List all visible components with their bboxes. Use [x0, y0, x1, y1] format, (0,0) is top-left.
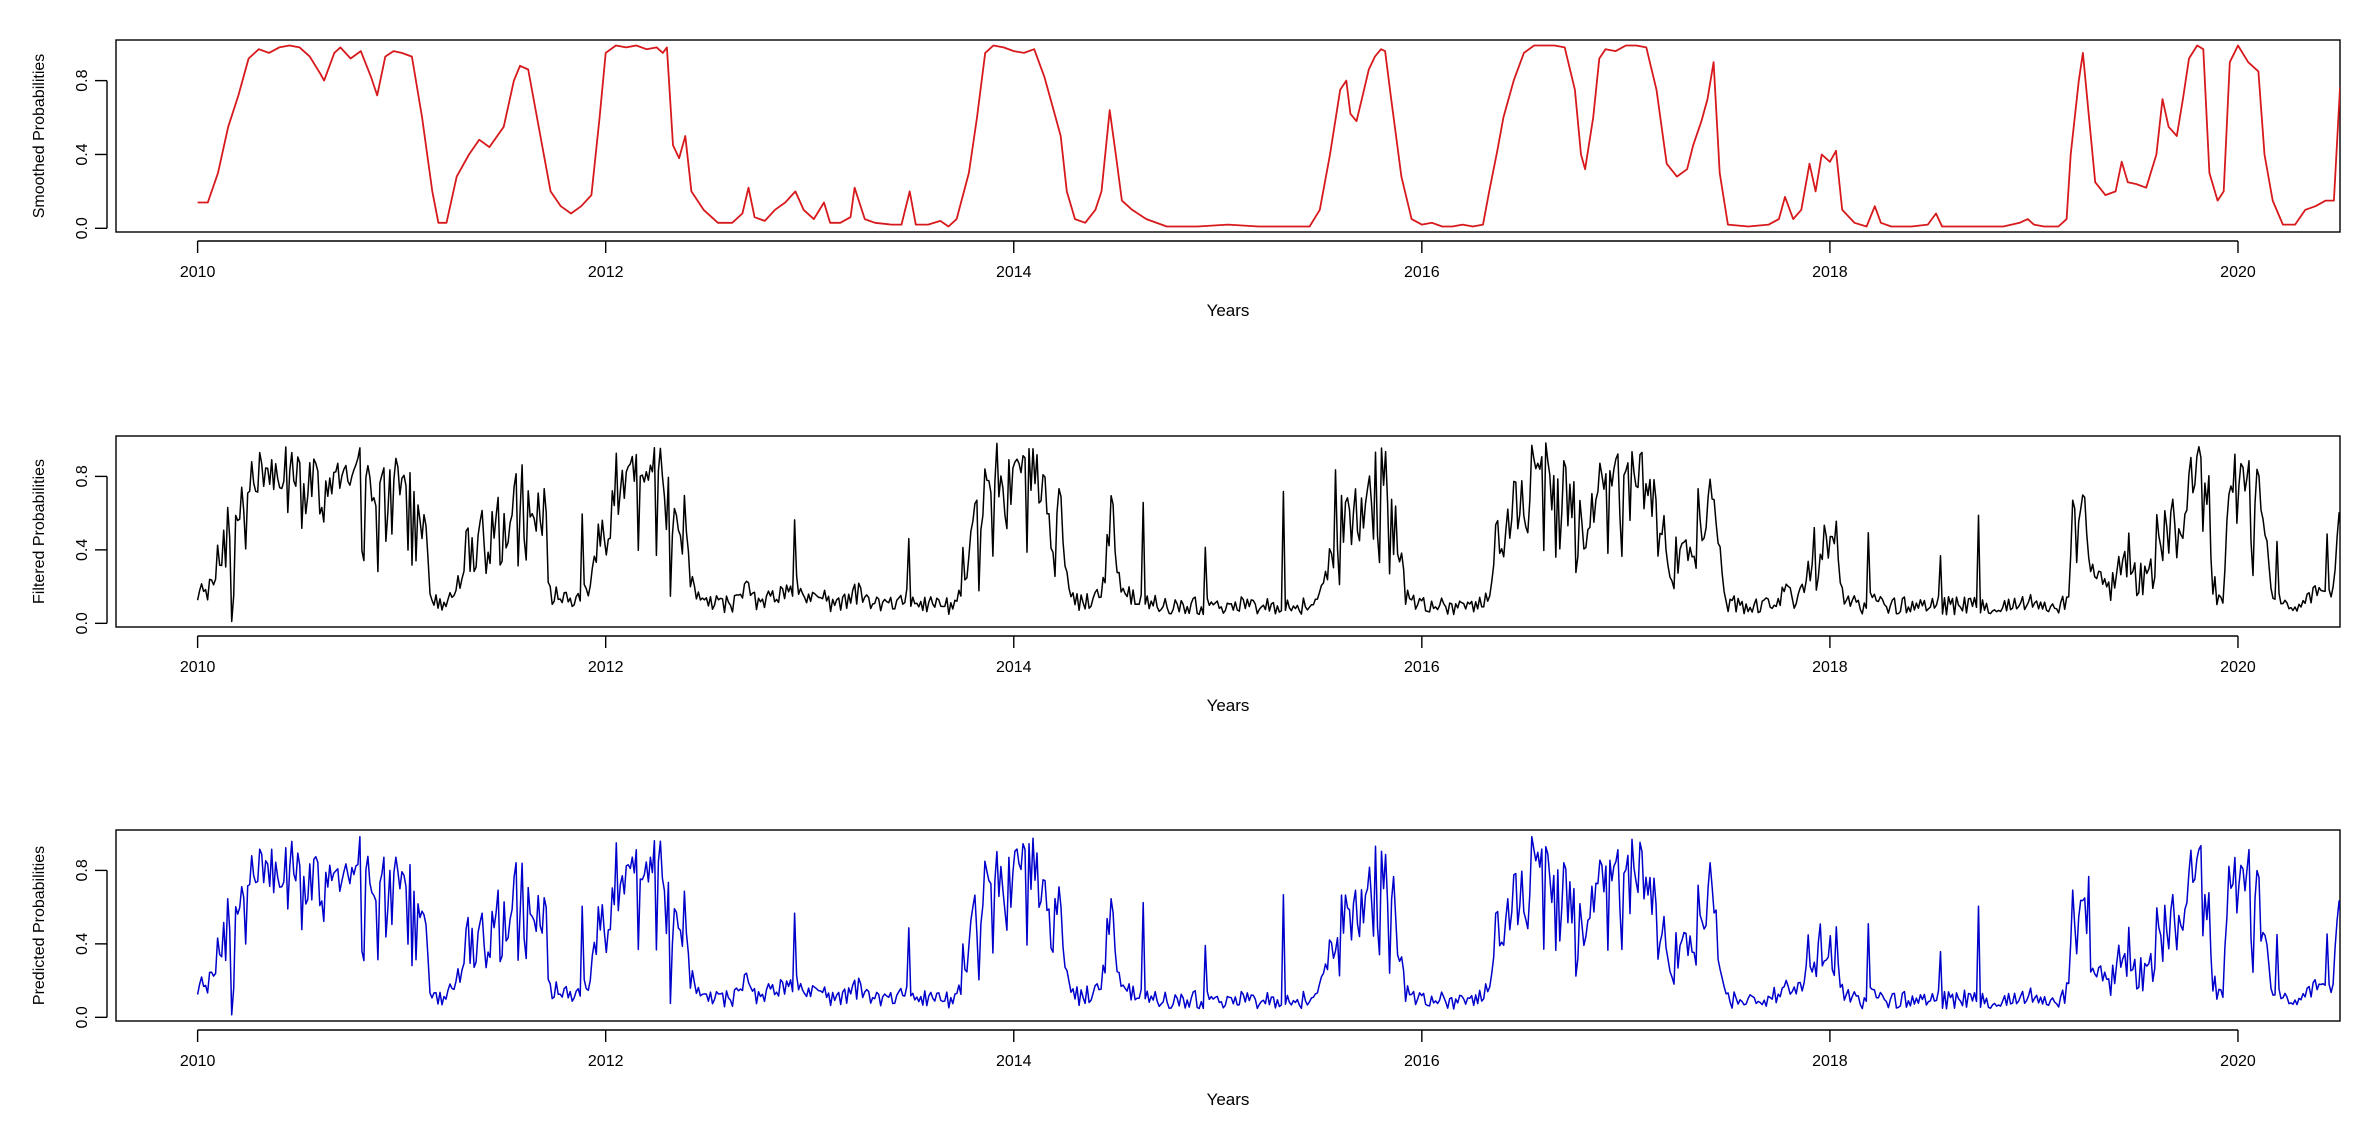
- filtered-x-tick-label: 2020: [2220, 659, 2256, 676]
- predicted-x-tick-label: 2012: [588, 1053, 624, 1070]
- smoothed-x-axis-title: Years: [1207, 301, 1250, 320]
- filtered-series-line: [196, 442, 2340, 623]
- predicted-series-line: [196, 836, 2340, 1016]
- predicted-plot-frame: [115, 829, 2341, 1022]
- smoothed-y-tick-label: 0.0: [74, 217, 91, 239]
- predicted-x-tick-label: 2020: [2220, 1053, 2256, 1070]
- filtered-x-axis-title: Years: [1207, 696, 1250, 715]
- filtered-y-tick-label: 0.0: [74, 612, 91, 634]
- filtered-plot-frame: [115, 435, 2341, 628]
- smoothed-y-axis-title: Smoothed Probabilities: [31, 54, 48, 219]
- panel-smoothed: 2010 2012 2014 2016 2018 2020 0.0 0.4 0.8 Years Sm…: [31, 39, 2341, 320]
- predicted-x-tick-label: 2010: [180, 1053, 216, 1070]
- predicted-y-axis-title: Predicted Probabilities: [31, 846, 48, 1005]
- panel-filtered: 2010 2012 2014 2016 2018 2020 0.0 0.4 0.8 Years Fi…: [31, 435, 2341, 715]
- predicted-x-tick-label: 2014: [996, 1053, 1032, 1070]
- filtered-x-tick-label: 2018: [1812, 659, 1848, 676]
- smoothed-series-line: [197, 44, 2340, 228]
- predicted-y-tick-label: 0.8: [74, 859, 91, 881]
- filtered-x-tick-label: 2010: [180, 659, 216, 676]
- predicted-x-tick-label: 2018: [1812, 1053, 1848, 1070]
- smoothed-y-tick-label: 0.4: [74, 143, 91, 165]
- predicted-x-axis-title: Years: [1207, 1090, 1250, 1109]
- filtered-y-tick-label: 0.4: [74, 539, 91, 561]
- smoothed-x-tick-label: 2016: [1404, 264, 1440, 281]
- panel-predicted: 2010 2012 2014 2016 2018 2020 0.0 0.4 0.8 Years Pr…: [31, 829, 2341, 1109]
- smoothed-x-tick-label: 2012: [588, 264, 624, 281]
- smoothed-x-tick-label: 2014: [996, 264, 1032, 281]
- smoothed-y-tick-label: 0.8: [74, 69, 91, 91]
- filtered-x-tick-label: 2016: [1404, 659, 1440, 676]
- filtered-y-tick-label: 0.8: [74, 465, 91, 487]
- filtered-x-tick-label: 2012: [588, 659, 624, 676]
- predicted-x-tick-label: 2016: [1404, 1053, 1440, 1070]
- smoothed-plot-frame: [115, 39, 2341, 233]
- smoothed-x-tick-label: 2020: [2220, 264, 2256, 281]
- filtered-x-tick-label: 2014: [996, 659, 1032, 676]
- predicted-y-tick-label: 0.0: [74, 1006, 91, 1028]
- smoothed-x-tick-label: 2010: [180, 264, 216, 281]
- predicted-y-tick-label: 0.4: [74, 933, 91, 955]
- smoothed-x-tick-label: 2018: [1812, 264, 1848, 281]
- filtered-y-axis-title: Filtered Probabilities: [31, 459, 48, 604]
